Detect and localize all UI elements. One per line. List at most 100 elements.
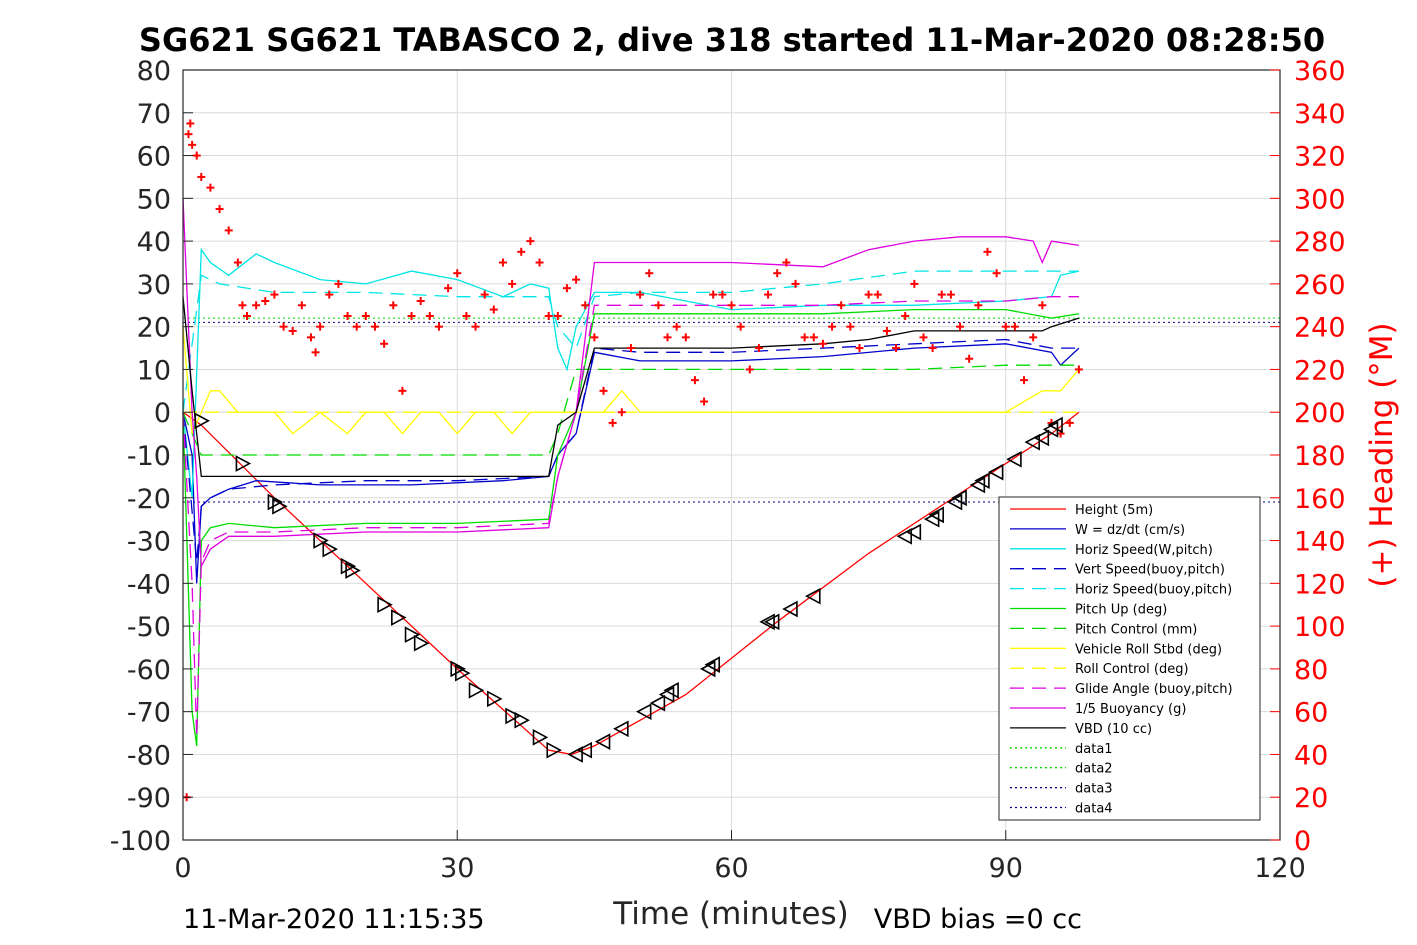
- heading-point: [617, 408, 626, 417]
- heading-point: [773, 269, 782, 278]
- depth-marker: [546, 741, 562, 759]
- heading-point: [864, 290, 873, 299]
- depth-marker: [974, 472, 990, 490]
- series-pitch_control: [182, 364, 1079, 456]
- y2-tick-label: 340: [1294, 99, 1346, 130]
- heading-point: [288, 326, 297, 335]
- heading-point: [453, 269, 462, 278]
- y2-tick-label: 320: [1294, 142, 1346, 173]
- depth-triangle-markers: [194, 412, 1063, 763]
- heading-point: [672, 322, 681, 331]
- y2-tick-label: 160: [1294, 484, 1346, 515]
- y2-tick-label: 140: [1294, 527, 1346, 558]
- depth-marker: [267, 493, 284, 511]
- depth-marker: [322, 540, 338, 558]
- heading-point: [901, 311, 910, 320]
- y-tick-label: 80: [137, 56, 171, 87]
- heading-point: [873, 290, 882, 299]
- y-tick-label: 30: [137, 270, 171, 301]
- heading-point: [818, 339, 827, 348]
- depth-marker: [194, 412, 210, 430]
- legend-entry: Pitch Control (mm): [1010, 622, 1197, 637]
- heading-point: [508, 279, 517, 288]
- heading-point: [238, 301, 247, 310]
- y2-tick-label: 220: [1294, 355, 1346, 386]
- heading-point: [892, 344, 901, 353]
- heading-point: [700, 397, 709, 406]
- heading-point: [316, 322, 325, 331]
- heading-point: [192, 151, 201, 160]
- heading-point: [1038, 301, 1047, 310]
- series-vbd: [182, 296, 1080, 478]
- heading-point: [562, 284, 571, 293]
- heading-point: [800, 333, 809, 342]
- heading-point: [197, 172, 206, 181]
- heading-point: [343, 311, 352, 320]
- heading-point: [233, 258, 242, 267]
- heading-point: [1029, 333, 1038, 342]
- heading-point: [782, 258, 791, 267]
- heading-point: [252, 301, 261, 310]
- legend-entry: Pitch Up (deg): [1010, 603, 1167, 618]
- depth-marker: [567, 746, 583, 763]
- depth-marker: [1033, 429, 1050, 447]
- y-tick-label: 60: [137, 142, 171, 173]
- legend-label: Vehicle Roll Stbd (deg): [1075, 642, 1222, 657]
- heading-point: [398, 386, 407, 395]
- heading-point: [297, 301, 306, 310]
- heading-point: [279, 322, 288, 331]
- heading-point: [946, 290, 955, 299]
- y-tick-label: 20: [137, 313, 171, 344]
- x-tick-label: 0: [174, 853, 191, 884]
- series-w: [182, 343, 1080, 584]
- heading-point: [407, 311, 416, 320]
- legend-entry: Vehicle Roll Stbd (deg): [1010, 642, 1222, 657]
- y-tick-label: 70: [137, 99, 171, 130]
- y2-tick-label: 360: [1294, 56, 1346, 87]
- heading-point: [188, 140, 197, 149]
- y-tick-label: -70: [127, 698, 171, 729]
- legend-entry: data4: [1010, 802, 1113, 817]
- legend-label: Horiz Speed(buoy,pitch): [1075, 583, 1232, 598]
- legend-entry: 1/5 Buoyancy (g): [1010, 702, 1186, 717]
- heading-point: [1074, 365, 1083, 374]
- depth-marker: [763, 613, 780, 631]
- heading-point: [581, 301, 590, 310]
- heading-point: [184, 130, 193, 139]
- footer-timestamp: 11-Mar-2020 11:15:35: [183, 904, 485, 935]
- depth-marker: [514, 711, 530, 729]
- heading-point: [791, 279, 800, 288]
- depth-marker: [505, 707, 521, 725]
- series-lines: [182, 198, 1080, 756]
- heading-point: [416, 297, 425, 305]
- heading-point: [690, 376, 699, 385]
- heading-point: [882, 326, 891, 335]
- depth-marker: [404, 626, 421, 644]
- depth-marker: [455, 664, 471, 682]
- y-tick-label: -30: [127, 527, 171, 558]
- heading-point: [186, 119, 195, 128]
- heading-point: [919, 333, 928, 342]
- depth-marker: [896, 527, 912, 545]
- heading-point: [334, 279, 343, 288]
- depth-marker: [487, 690, 503, 708]
- series-horiz_speed: [182, 247, 1080, 498]
- legend-entry: VBD (10 cc): [1010, 722, 1152, 737]
- depth-marker: [594, 733, 611, 750]
- heading-point: [681, 333, 690, 342]
- legend-label: data1: [1075, 742, 1113, 757]
- heading-point: [974, 301, 983, 310]
- y-tick-label: 50: [137, 184, 171, 215]
- depth-marker: [532, 728, 549, 746]
- legend-box: [998, 496, 1261, 821]
- depth-marker: [905, 523, 922, 541]
- y2-axis-ticks: 3603403203002802602402202001801601401201…: [1270, 56, 1346, 857]
- heading-point: [654, 301, 663, 310]
- depth-marker: [635, 703, 652, 721]
- depth-marker: [272, 497, 288, 515]
- x-tick-label: 30: [440, 853, 474, 884]
- heading-point: [709, 290, 718, 299]
- heading-point: [306, 333, 315, 342]
- y-tick-label: -60: [127, 655, 171, 686]
